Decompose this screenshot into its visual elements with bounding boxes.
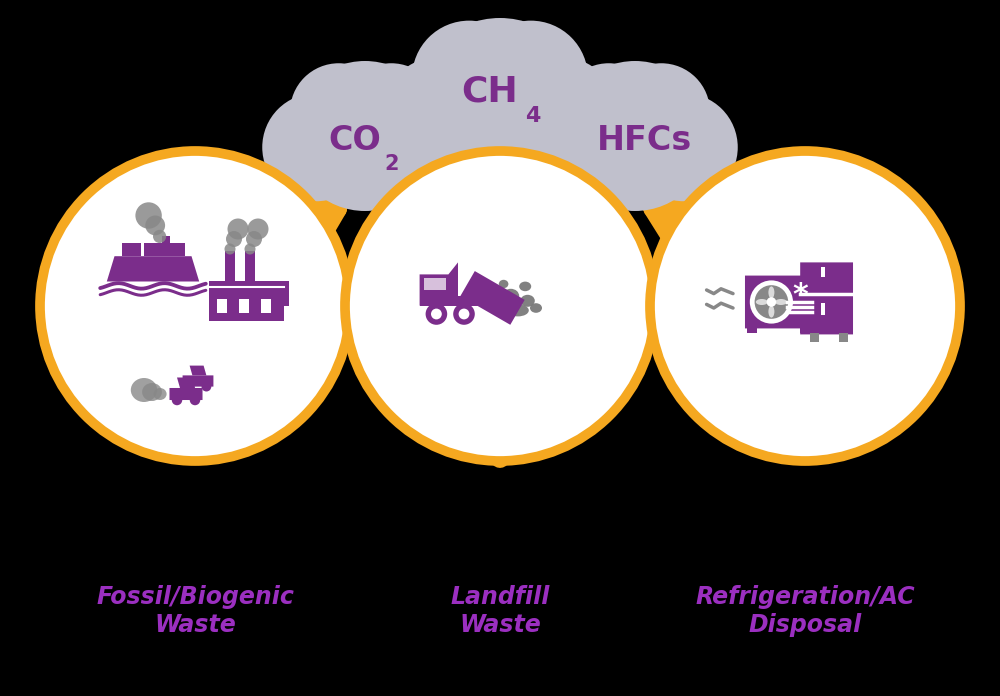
Bar: [209, 281, 284, 321]
Ellipse shape: [750, 280, 793, 324]
Ellipse shape: [426, 303, 447, 325]
FancyArrowPatch shape: [653, 199, 792, 453]
Ellipse shape: [153, 388, 167, 400]
Ellipse shape: [775, 299, 787, 305]
Ellipse shape: [507, 304, 529, 317]
Ellipse shape: [142, 383, 162, 401]
Ellipse shape: [131, 378, 157, 402]
Ellipse shape: [494, 56, 621, 182]
Ellipse shape: [767, 297, 776, 307]
Ellipse shape: [612, 63, 710, 161]
Ellipse shape: [519, 282, 531, 291]
Text: *: *: [792, 281, 808, 310]
Bar: [166, 243, 185, 256]
Bar: [810, 333, 819, 342]
Bar: [269, 281, 289, 306]
Ellipse shape: [489, 297, 504, 309]
Text: HFCs: HFCs: [597, 125, 693, 157]
Ellipse shape: [190, 395, 200, 405]
Text: Fossil/Biogenic
Waste: Fossil/Biogenic Waste: [96, 585, 294, 637]
Text: Refrigeration/AC
Disposal: Refrigeration/AC Disposal: [695, 585, 915, 637]
Ellipse shape: [453, 303, 475, 325]
Ellipse shape: [499, 280, 508, 288]
Bar: [424, 278, 446, 290]
Ellipse shape: [202, 381, 211, 391]
Ellipse shape: [459, 308, 469, 319]
Ellipse shape: [495, 308, 512, 317]
Ellipse shape: [224, 244, 236, 255]
Ellipse shape: [412, 18, 588, 194]
Ellipse shape: [502, 289, 519, 303]
Ellipse shape: [290, 63, 388, 161]
Bar: [420, 296, 489, 306]
Ellipse shape: [379, 56, 506, 182]
Bar: [821, 267, 825, 277]
Ellipse shape: [153, 230, 166, 243]
Ellipse shape: [172, 395, 182, 405]
FancyBboxPatch shape: [745, 276, 812, 329]
Ellipse shape: [755, 285, 788, 319]
Ellipse shape: [40, 151, 350, 461]
Ellipse shape: [630, 93, 738, 201]
Ellipse shape: [345, 151, 655, 461]
Bar: [122, 243, 141, 256]
FancyBboxPatch shape: [800, 296, 853, 334]
Polygon shape: [190, 365, 206, 375]
Text: 4: 4: [525, 106, 541, 126]
Ellipse shape: [560, 63, 658, 161]
Ellipse shape: [532, 93, 640, 201]
Text: 2: 2: [385, 154, 399, 174]
Bar: [162, 237, 170, 256]
FancyBboxPatch shape: [169, 388, 203, 400]
Ellipse shape: [145, 216, 165, 235]
Bar: [225, 251, 235, 281]
FancyArrowPatch shape: [478, 213, 522, 458]
Bar: [800, 327, 810, 333]
Ellipse shape: [520, 295, 535, 307]
Ellipse shape: [290, 61, 440, 211]
Ellipse shape: [768, 306, 774, 317]
Bar: [839, 333, 848, 342]
Ellipse shape: [412, 21, 526, 135]
Ellipse shape: [244, 244, 256, 255]
Ellipse shape: [560, 61, 710, 211]
Ellipse shape: [650, 151, 960, 461]
FancyBboxPatch shape: [800, 262, 853, 294]
Text: CH: CH: [462, 74, 518, 108]
Ellipse shape: [248, 219, 268, 239]
Ellipse shape: [226, 231, 242, 247]
Ellipse shape: [228, 219, 248, 239]
Bar: [239, 299, 249, 313]
Polygon shape: [420, 262, 458, 306]
Ellipse shape: [342, 63, 440, 161]
Ellipse shape: [135, 203, 162, 229]
Ellipse shape: [262, 93, 370, 201]
Ellipse shape: [185, 381, 194, 391]
FancyBboxPatch shape: [183, 375, 213, 386]
Polygon shape: [460, 271, 525, 325]
Ellipse shape: [431, 308, 442, 319]
Ellipse shape: [246, 231, 262, 247]
Text: Landfill
Waste: Landfill Waste: [450, 585, 550, 637]
Bar: [821, 303, 825, 315]
Bar: [217, 299, 227, 313]
Ellipse shape: [474, 21, 588, 135]
Ellipse shape: [768, 286, 774, 299]
Bar: [261, 299, 271, 313]
Bar: [144, 243, 163, 256]
Ellipse shape: [360, 93, 468, 201]
Polygon shape: [177, 377, 195, 388]
Bar: [747, 327, 757, 333]
FancyArrowPatch shape: [207, 200, 337, 453]
Ellipse shape: [756, 299, 768, 305]
Bar: [245, 251, 255, 281]
Text: CO: CO: [329, 125, 381, 157]
Polygon shape: [107, 256, 199, 281]
Ellipse shape: [530, 303, 542, 313]
